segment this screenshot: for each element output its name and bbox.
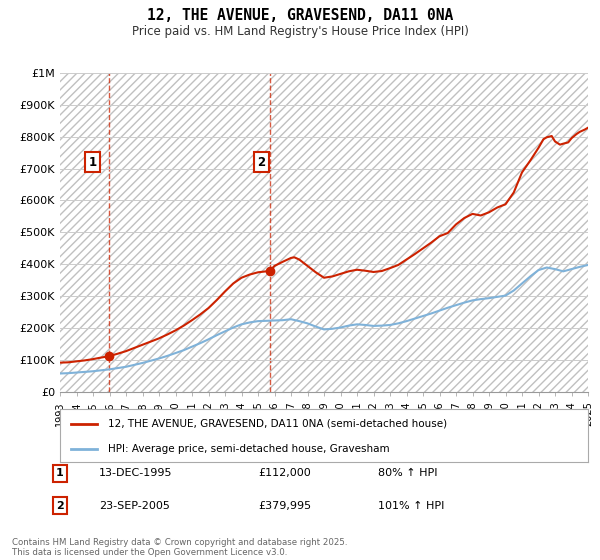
Text: Contains HM Land Registry data © Crown copyright and database right 2025.
This d: Contains HM Land Registry data © Crown c…	[12, 538, 347, 557]
Text: 13-DEC-1995: 13-DEC-1995	[99, 468, 173, 478]
Text: 12, THE AVENUE, GRAVESEND, DA11 0NA (semi-detached house): 12, THE AVENUE, GRAVESEND, DA11 0NA (sem…	[107, 419, 446, 429]
Text: 80% ↑ HPI: 80% ↑ HPI	[378, 468, 437, 478]
Text: 23-SEP-2005: 23-SEP-2005	[99, 501, 170, 511]
Text: 2: 2	[257, 156, 266, 169]
Text: Price paid vs. HM Land Registry's House Price Index (HPI): Price paid vs. HM Land Registry's House …	[131, 25, 469, 38]
Text: 1: 1	[88, 156, 97, 169]
Text: £112,000: £112,000	[258, 468, 311, 478]
Text: 1: 1	[56, 468, 64, 478]
Text: HPI: Average price, semi-detached house, Gravesham: HPI: Average price, semi-detached house,…	[107, 444, 389, 454]
Text: 2: 2	[56, 501, 64, 511]
Text: 12, THE AVENUE, GRAVESEND, DA11 0NA: 12, THE AVENUE, GRAVESEND, DA11 0NA	[147, 8, 453, 24]
Text: 101% ↑ HPI: 101% ↑ HPI	[378, 501, 445, 511]
Text: £379,995: £379,995	[258, 501, 311, 511]
